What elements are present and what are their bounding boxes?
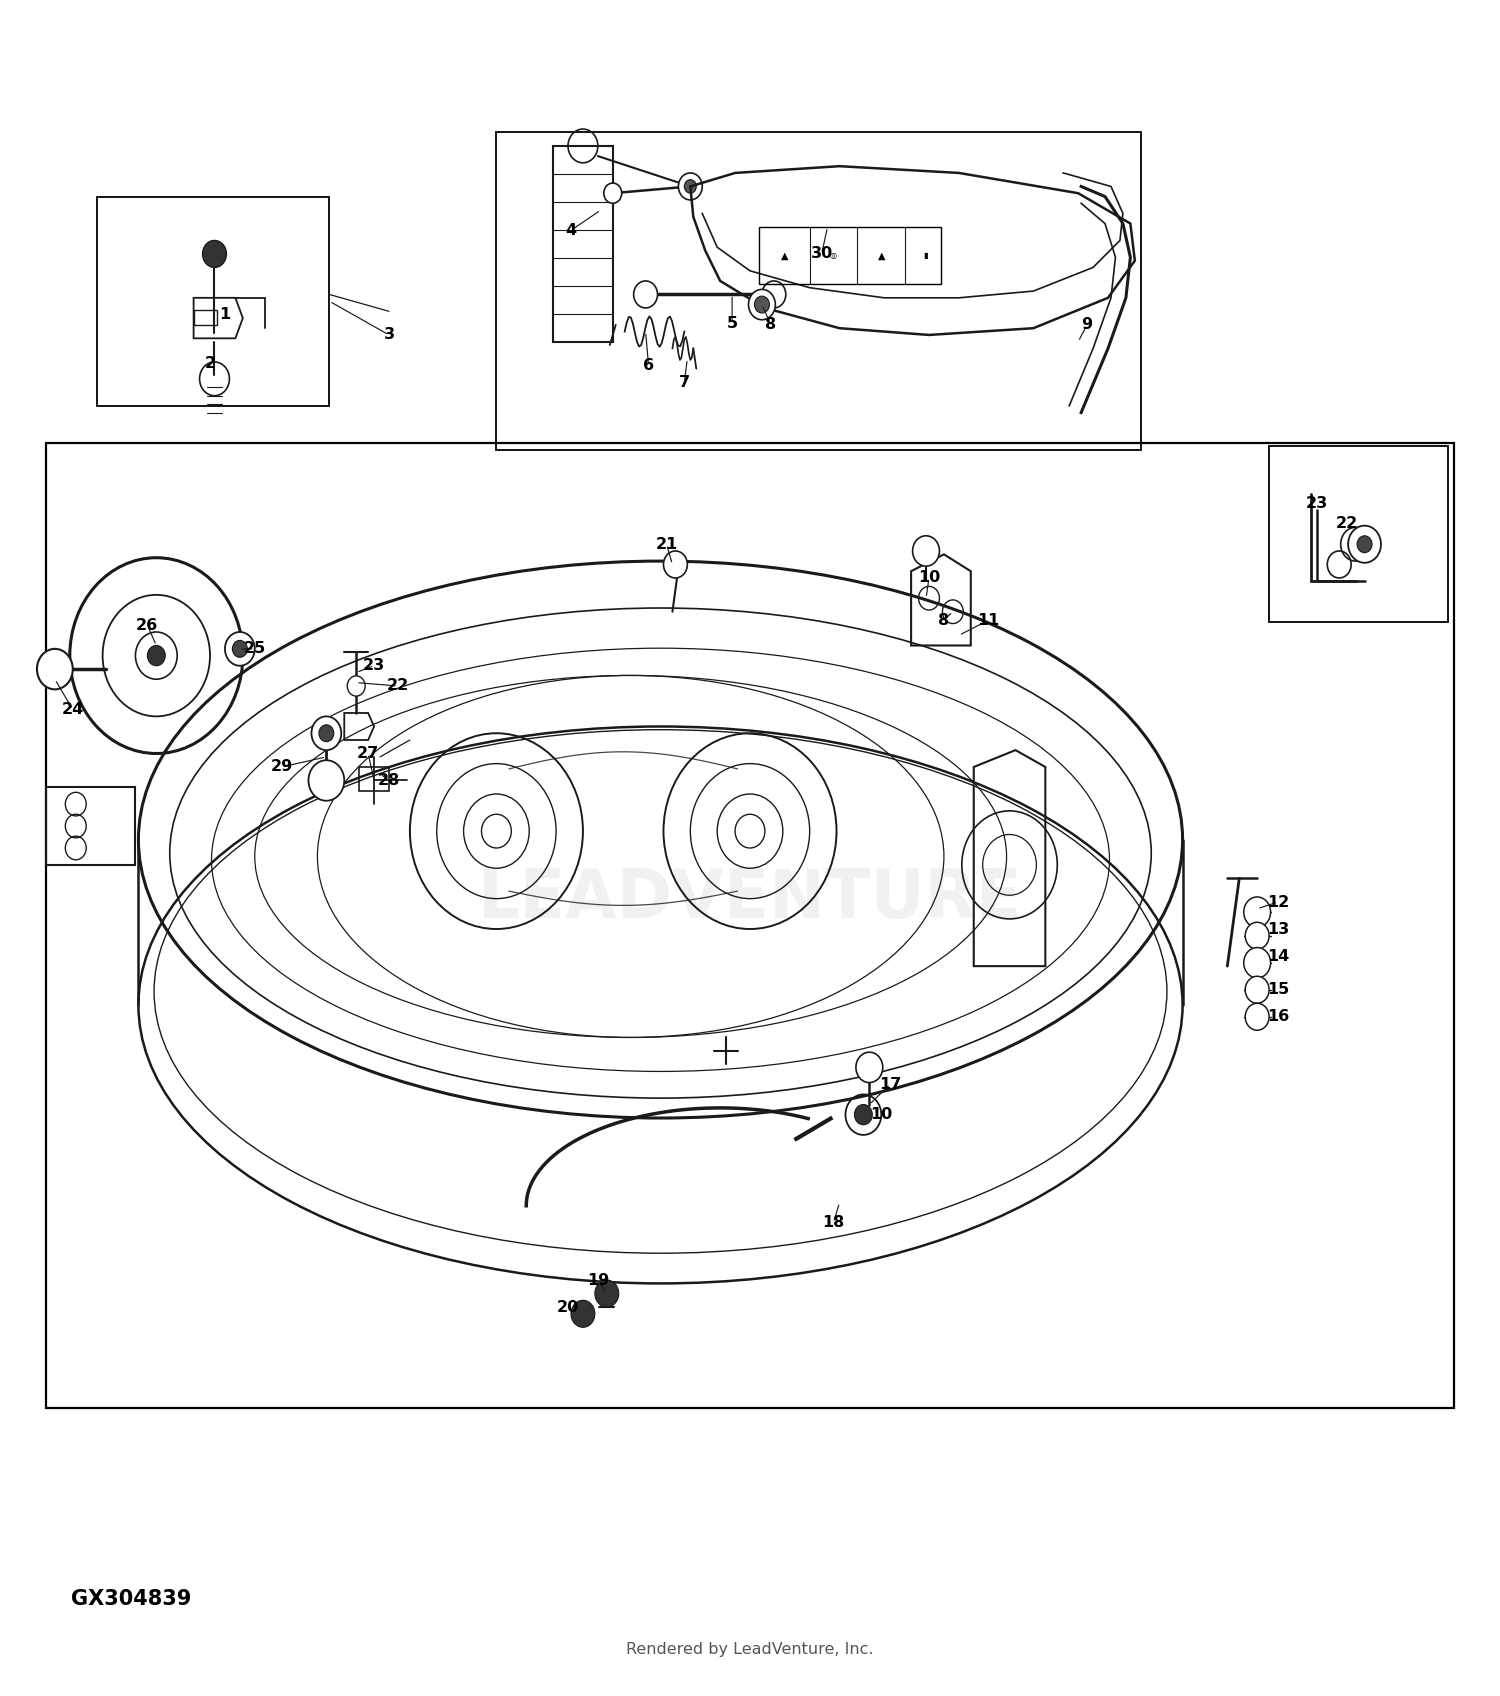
Circle shape bbox=[604, 183, 621, 204]
Circle shape bbox=[1244, 948, 1270, 979]
Text: ◎: ◎ bbox=[830, 251, 837, 259]
Text: 22: 22 bbox=[387, 678, 410, 694]
Circle shape bbox=[346, 677, 364, 695]
Text: 4: 4 bbox=[566, 222, 576, 237]
Text: 8: 8 bbox=[765, 317, 777, 332]
Circle shape bbox=[748, 290, 776, 321]
Text: 24: 24 bbox=[62, 702, 84, 717]
Circle shape bbox=[1245, 977, 1269, 1004]
Text: 23: 23 bbox=[363, 658, 386, 673]
Circle shape bbox=[754, 297, 770, 314]
Text: 20: 20 bbox=[556, 1299, 579, 1314]
Circle shape bbox=[202, 241, 226, 268]
Circle shape bbox=[735, 814, 765, 848]
Circle shape bbox=[1358, 536, 1372, 553]
Text: 2: 2 bbox=[204, 356, 216, 371]
Text: 3: 3 bbox=[384, 327, 394, 343]
Text: 29: 29 bbox=[270, 760, 292, 775]
Text: 11: 11 bbox=[978, 612, 1000, 628]
Text: 5: 5 bbox=[726, 315, 738, 331]
Text: 19: 19 bbox=[586, 1272, 609, 1287]
Text: Rendered by LeadVenture, Inc.: Rendered by LeadVenture, Inc. bbox=[626, 1642, 873, 1657]
Text: ▲: ▲ bbox=[878, 251, 885, 261]
Text: 16: 16 bbox=[1268, 1009, 1288, 1024]
Circle shape bbox=[912, 536, 939, 566]
Circle shape bbox=[147, 646, 165, 667]
Circle shape bbox=[38, 650, 74, 689]
Text: 1: 1 bbox=[219, 307, 231, 322]
Circle shape bbox=[1341, 527, 1371, 561]
Text: 9: 9 bbox=[1082, 317, 1092, 332]
Circle shape bbox=[232, 641, 248, 658]
Circle shape bbox=[482, 814, 512, 848]
Circle shape bbox=[684, 180, 696, 193]
Text: 10: 10 bbox=[870, 1107, 892, 1123]
Circle shape bbox=[633, 282, 657, 309]
Text: 18: 18 bbox=[822, 1214, 844, 1230]
Circle shape bbox=[1348, 536, 1364, 553]
Text: 22: 22 bbox=[1335, 517, 1358, 531]
Text: 13: 13 bbox=[1268, 921, 1288, 936]
Text: 23: 23 bbox=[1305, 497, 1328, 510]
Text: 25: 25 bbox=[243, 641, 266, 656]
Circle shape bbox=[855, 1104, 873, 1124]
Text: GX304839: GX304839 bbox=[72, 1589, 192, 1610]
Circle shape bbox=[225, 633, 255, 667]
Text: ▮: ▮ bbox=[924, 251, 928, 259]
Text: 12: 12 bbox=[1268, 894, 1288, 909]
Circle shape bbox=[678, 173, 702, 200]
Text: 26: 26 bbox=[136, 617, 159, 633]
Circle shape bbox=[1244, 897, 1270, 928]
Circle shape bbox=[762, 282, 786, 309]
Text: 21: 21 bbox=[656, 536, 678, 551]
Circle shape bbox=[572, 1301, 596, 1328]
Text: 27: 27 bbox=[357, 746, 380, 762]
Circle shape bbox=[856, 1052, 883, 1082]
Text: 6: 6 bbox=[644, 358, 654, 373]
Circle shape bbox=[663, 551, 687, 578]
Text: 7: 7 bbox=[680, 375, 690, 390]
Text: 28: 28 bbox=[378, 773, 400, 789]
Text: 10: 10 bbox=[918, 570, 940, 585]
Circle shape bbox=[1245, 1004, 1269, 1029]
Circle shape bbox=[1245, 923, 1269, 950]
Circle shape bbox=[596, 1280, 618, 1308]
Text: 17: 17 bbox=[879, 1077, 902, 1092]
Circle shape bbox=[1348, 526, 1382, 563]
Text: 8: 8 bbox=[939, 612, 950, 628]
Circle shape bbox=[312, 716, 342, 750]
Text: 14: 14 bbox=[1268, 948, 1288, 963]
Text: 15: 15 bbox=[1268, 982, 1288, 997]
Circle shape bbox=[309, 760, 345, 801]
Text: ▲: ▲ bbox=[780, 251, 788, 261]
Text: 30: 30 bbox=[810, 246, 832, 261]
Circle shape bbox=[320, 724, 334, 741]
Text: LEADVENTURE: LEADVENTURE bbox=[478, 865, 1022, 931]
